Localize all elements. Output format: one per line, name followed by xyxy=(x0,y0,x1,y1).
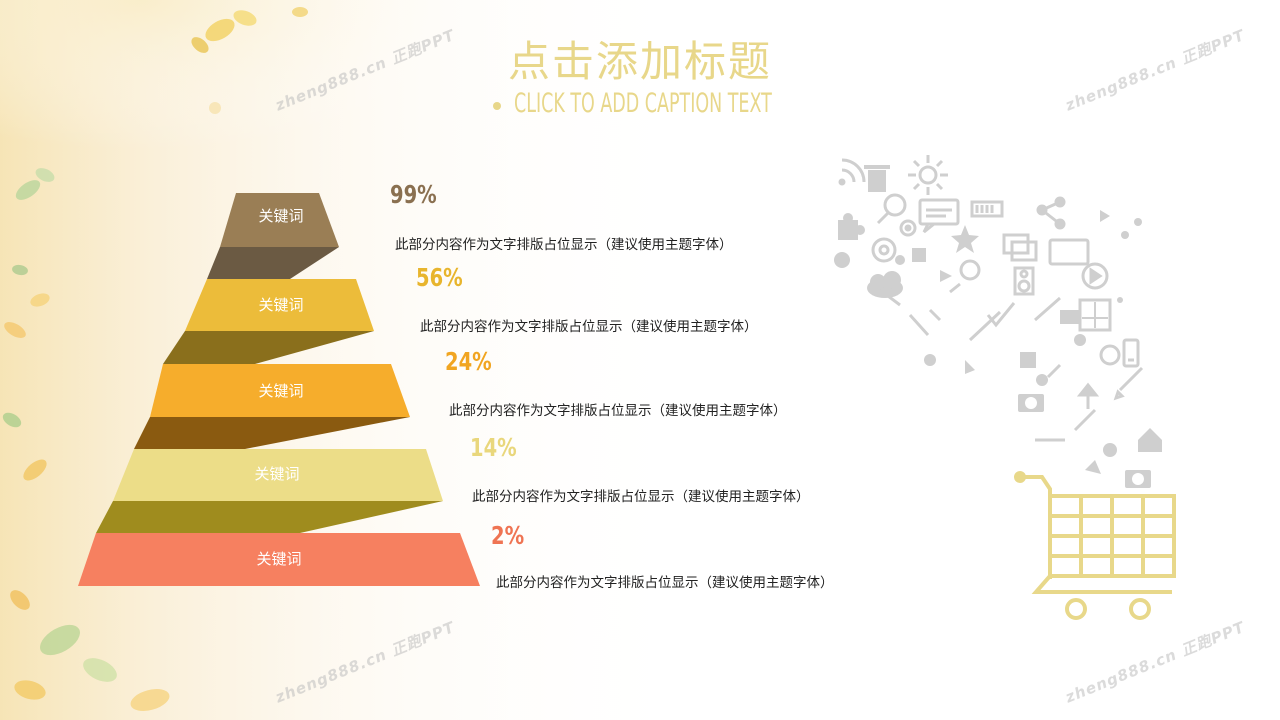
star-icon xyxy=(951,225,979,253)
home-icon xyxy=(1138,428,1162,452)
checkmark-icon xyxy=(986,302,1016,328)
play-icon xyxy=(1081,262,1109,290)
cloud-icon xyxy=(867,271,903,298)
trash-icon xyxy=(864,165,890,192)
monitor-icon xyxy=(1002,233,1038,262)
sun-icon xyxy=(908,155,948,195)
description-text: 此部分内容作为文字排版占位显示（建议使用主题字体） xyxy=(496,575,834,591)
puzzle-icon xyxy=(838,213,865,240)
pyramid-connector xyxy=(207,247,339,279)
percent-value: 24% xyxy=(445,347,492,376)
phone-icon xyxy=(1122,338,1140,368)
pin-icon xyxy=(1076,382,1100,409)
percent-value: 99% xyxy=(390,180,437,209)
tier-label: 关键词 xyxy=(258,296,303,314)
percent-value: 14% xyxy=(470,433,517,462)
icon-cloud-graphic xyxy=(834,155,1176,620)
pyramid-connector xyxy=(163,331,374,364)
tier-label: 关键词 xyxy=(258,207,303,225)
pyramid-tier xyxy=(113,449,443,501)
gear-icon xyxy=(899,219,917,237)
slide-title[interactable]: 点击添加标题 xyxy=(507,37,772,86)
share-icon xyxy=(1036,196,1066,230)
chat-bubble-icon xyxy=(918,198,960,234)
pyramid-connector xyxy=(96,501,443,533)
at-sign-icon xyxy=(871,237,897,263)
shopping-cart-icon xyxy=(1014,471,1176,620)
pyramid-connector xyxy=(134,417,410,449)
tier-label: 关键词 xyxy=(258,382,303,400)
percent-value: 56% xyxy=(416,263,463,292)
pyramid-tier xyxy=(220,193,339,247)
tier-label: 关键词 xyxy=(254,465,299,483)
percent-value: 2% xyxy=(491,521,525,550)
wifi-icon xyxy=(838,158,866,186)
description-text: 此部分内容作为文字排版占位显示（建议使用主题字体） xyxy=(472,489,810,505)
pencil-icon xyxy=(1113,366,1144,401)
pyramid-tier xyxy=(78,533,480,586)
battery-icon xyxy=(970,200,1004,218)
camera-icon xyxy=(1018,394,1151,488)
bullet-dot xyxy=(493,102,501,110)
description-text: 此部分内容作为文字排版占位显示（建议使用主题字体） xyxy=(449,403,787,419)
pyramid-tier xyxy=(150,364,410,417)
leaf-decoration xyxy=(2,7,308,711)
speaker-icon xyxy=(1013,266,1035,296)
pyramid-tier xyxy=(185,279,374,331)
tier-label: 关键词 xyxy=(256,550,301,568)
slide-subtitle[interactable]: CLICK TO ADD CAPTION TEXT xyxy=(514,88,772,119)
description-text: 此部分内容作为文字排版占位显示（建议使用主题字体） xyxy=(420,319,758,335)
search-icon xyxy=(876,193,907,225)
description-text: 此部分内容作为文字排版占位显示（建议使用主题字体） xyxy=(395,237,733,253)
